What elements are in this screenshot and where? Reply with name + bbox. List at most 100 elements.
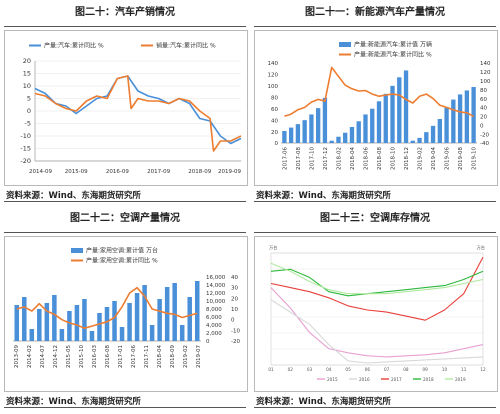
bar — [390, 85, 395, 143]
series-line — [270, 256, 484, 321]
y-tick-label-right: 100 — [480, 79, 491, 85]
x-tick-label: 01 — [268, 367, 274, 372]
y-tick-label-left: 80 — [271, 95, 278, 101]
bar — [403, 70, 409, 143]
y-tick-label-left: 60 — [271, 107, 278, 113]
x-tick-label: 2019-04 — [431, 147, 437, 170]
x-tick-label: 2017-01 — [118, 345, 124, 368]
x-tick-label: 04 — [326, 367, 332, 372]
x-tick-label: 2014-12 — [53, 345, 59, 368]
x-tick-label: 2018-08 — [377, 147, 383, 170]
y-tick-label: 10 — [23, 82, 31, 90]
x-tick-label: 2016-09 — [106, 169, 129, 175]
x-tick-label: 2019-06 — [445, 147, 451, 170]
bar — [309, 114, 314, 143]
source-note-ac: 资料来源：Wind、东海期货研究所 — [6, 397, 141, 407]
y-tick-label-left: 140 — [268, 61, 279, 67]
bar — [370, 108, 375, 143]
bar — [457, 94, 463, 143]
bar — [343, 132, 348, 143]
y-tick-label: -10 — [20, 132, 31, 140]
bar — [67, 311, 72, 341]
bar — [104, 307, 110, 341]
x-tick-label: 2018-12 — [404, 147, 410, 170]
series-line — [34, 75, 242, 145]
series-line — [270, 287, 484, 358]
y-tick-label-right: 20 — [231, 296, 238, 302]
legend-swatch — [71, 248, 83, 253]
x-tick-label: 2014-07 — [40, 345, 46, 368]
title-divider — [4, 232, 246, 233]
y-tick-label-right: 80 — [480, 88, 487, 94]
x-tick-label: 06 — [365, 367, 371, 372]
bar — [194, 281, 200, 341]
line-chart-auto: -20 -15 -10 -5 0 5 10 15 20 2014-09 2015-09 2016-09… — [20, 42, 242, 176]
x-tick-label: 2015-09 — [65, 169, 88, 175]
x-tick-label: 2019-02 — [418, 147, 424, 170]
legend-label: 2016 — [359, 377, 370, 382]
x-tick-label: 2019-10 — [472, 147, 478, 170]
legend-swatch — [339, 42, 351, 47]
x-tick-label: 2017-08 — [296, 147, 302, 170]
x-tick-label: 2014-09 — [29, 169, 52, 175]
bar — [157, 299, 162, 341]
combo-chart-ac: 0 2,000 4,000 6,000 8,000 10,000 12,000 14,000 1… — [13, 247, 240, 368]
bar — [437, 119, 442, 143]
combo-chart-nev: 0 20 40 60 80 100 120 140 -40 -20 0 20 40 60 80 100 120 1… — [268, 41, 491, 170]
bar — [127, 303, 132, 341]
y-tick-label-right: 0 — [480, 123, 484, 129]
x-tick-label: 09 — [423, 367, 429, 372]
y-tick-label: 15 — [23, 70, 31, 78]
x-tick-label: 2015-10 — [79, 345, 85, 368]
chart-title-ac: 图二十二：空调产量情况 — [70, 213, 180, 224]
bar — [336, 136, 341, 143]
bar — [142, 285, 147, 341]
legend-label: 2017 — [391, 377, 402, 382]
chart-area-ac: 0 2,000 4,000 6,000 8,000 10,000 12,000 14,000 1… — [4, 236, 248, 392]
unit-label-left: 万台 — [269, 244, 277, 251]
bar — [288, 127, 294, 143]
x-tick-label: 2018-09 — [170, 345, 176, 368]
x-tick-label: 2018-04 — [350, 147, 356, 170]
title-divider — [254, 26, 496, 27]
y-tick-label-left: 40 — [271, 118, 278, 124]
x-tick-label: 2017-12 — [323, 147, 329, 170]
x-tick-label: 2018-09 — [188, 169, 211, 175]
legend-label: 产量:汽车:累计同比 % — [44, 42, 104, 50]
chart-panel-ac: 图二十二：空调产量情况 0 2,000 4,000 6,000 8,000 10,000 1… — [2, 208, 248, 412]
y-tick-label-left: 0 — [206, 339, 210, 345]
x-tick-label: 02 — [288, 367, 294, 372]
x-tick-label: 2018-04 — [157, 345, 163, 368]
x-tick-label: 2017-06 — [131, 345, 137, 368]
y-tick-label-right: 20 — [480, 115, 487, 121]
legend-label: 产量:家用空调:累计同比 % — [86, 257, 158, 265]
x-tick-label: 11 — [461, 367, 467, 372]
legend-label: 产量:新能源汽车:累计值 万辆 — [354, 41, 432, 49]
x-tick-label: 2019-08 — [458, 147, 464, 170]
bar — [464, 90, 470, 143]
x-tick-label: 2015-05 — [66, 345, 72, 368]
y-tick-label: 20 — [23, 57, 31, 65]
x-tick-label: 10 — [442, 367, 448, 372]
bar — [383, 93, 388, 143]
series-line — [270, 299, 484, 364]
legend-label: 2015 — [327, 377, 338, 382]
bar — [172, 283, 177, 341]
x-tick-label: 2018-06 — [363, 147, 369, 170]
bar — [97, 313, 102, 341]
bar — [44, 303, 50, 341]
series-line — [270, 268, 484, 297]
x-tick-label: 2013-09 — [14, 345, 20, 368]
bar — [14, 305, 20, 341]
unit-label-right: 万台 — [477, 244, 485, 251]
y-tick-label-right: 60 — [480, 97, 487, 103]
bar — [316, 108, 321, 143]
bar — [410, 140, 415, 143]
y-tick-label-right: 120 — [480, 70, 491, 76]
y-tick-label: -15 — [20, 145, 31, 153]
y-tick-label: -5 — [25, 120, 31, 128]
y-tick-label-right: -40 — [480, 141, 489, 147]
bar — [112, 301, 117, 341]
y-tick-label: -20 — [20, 157, 31, 165]
bottom-divider — [254, 407, 496, 408]
